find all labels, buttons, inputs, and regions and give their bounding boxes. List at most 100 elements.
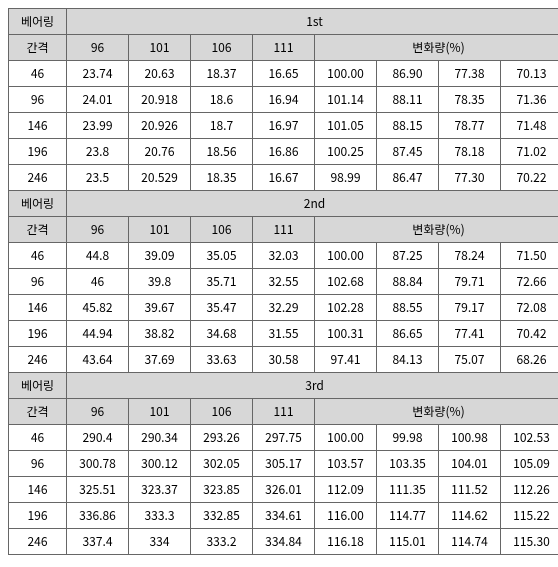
value-cell: 332.85 — [191, 503, 253, 529]
table-row: 196336.86333.3332.85334.61116.00114.7711… — [9, 503, 558, 529]
value-cell: 326.01 — [253, 477, 315, 503]
value-cell: 23.8 — [67, 139, 129, 165]
pct-cell: 72.08 — [501, 295, 558, 321]
pct-cell: 100.00 — [315, 425, 377, 451]
pct-cell: 77.41 — [439, 321, 501, 347]
row-key: 46 — [9, 243, 67, 269]
row-header-top: 베어링 — [9, 373, 67, 399]
pct-cell: 111.35 — [377, 477, 439, 503]
pct-cell: 111.52 — [439, 477, 501, 503]
row-key: 196 — [9, 321, 67, 347]
pct-cell: 104.01 — [439, 451, 501, 477]
row-key: 96 — [9, 451, 67, 477]
table-row: 96300.78300.12302.05305.17103.57103.3510… — [9, 451, 558, 477]
table-row: 4623.7420.6318.3716.65100.0086.9077.3870… — [9, 61, 558, 87]
value-cell: 23.99 — [67, 113, 129, 139]
pct-cell: 70.22 — [501, 165, 558, 191]
pct-cell: 88.11 — [377, 87, 439, 113]
value-cell: 39.67 — [129, 295, 191, 321]
pct-cell: 114.77 — [377, 503, 439, 529]
row-key: 146 — [9, 295, 67, 321]
change-header: 변화량(%) — [315, 217, 558, 243]
value-cell: 333.3 — [129, 503, 191, 529]
value-cell: 24.01 — [67, 87, 129, 113]
col-header-1: 101 — [129, 217, 191, 243]
value-cell: 334 — [129, 529, 191, 555]
pct-cell: 102.28 — [315, 295, 377, 321]
value-cell: 18.7 — [191, 113, 253, 139]
pct-cell: 100.25 — [315, 139, 377, 165]
value-cell: 20.76 — [129, 139, 191, 165]
pct-cell: 102.68 — [315, 269, 377, 295]
pct-cell: 86.47 — [377, 165, 439, 191]
table-row: 46290.4290.34293.26297.75100.0099.98100.… — [9, 425, 558, 451]
pct-cell: 112.09 — [315, 477, 377, 503]
value-cell: 20.918 — [129, 87, 191, 113]
pct-cell: 71.48 — [501, 113, 558, 139]
value-cell: 333.2 — [191, 529, 253, 555]
value-cell: 334.84 — [253, 529, 315, 555]
pct-cell: 102.53 — [501, 425, 558, 451]
pct-cell: 86.65 — [377, 321, 439, 347]
row-header-top: 베어링 — [9, 9, 67, 35]
pct-cell: 88.55 — [377, 295, 439, 321]
value-cell: 23.74 — [67, 61, 129, 87]
table-row: 19623.820.7618.5616.86100.2587.4578.1871… — [9, 139, 558, 165]
value-cell: 32.03 — [253, 243, 315, 269]
value-cell: 336.86 — [67, 503, 129, 529]
table-row: 19644.9438.8234.6831.55100.3186.6577.417… — [9, 321, 558, 347]
value-cell: 337.4 — [67, 529, 129, 555]
pct-cell: 68.26 — [501, 347, 558, 373]
col-header-3: 111 — [253, 399, 315, 425]
value-cell: 18.6 — [191, 87, 253, 113]
row-header-bottom: 간격 — [9, 399, 67, 425]
section-title: 2nd — [67, 191, 558, 217]
pct-cell: 78.18 — [439, 139, 501, 165]
value-cell: 325.51 — [67, 477, 129, 503]
value-cell: 16.67 — [253, 165, 315, 191]
value-cell: 35.47 — [191, 295, 253, 321]
value-cell: 20.926 — [129, 113, 191, 139]
pct-cell: 114.74 — [439, 529, 501, 555]
value-cell: 33.63 — [191, 347, 253, 373]
col-header-2: 106 — [191, 399, 253, 425]
pct-cell: 97.41 — [315, 347, 377, 373]
value-cell: 38.82 — [129, 321, 191, 347]
value-cell: 43.64 — [67, 347, 129, 373]
col-header-2: 106 — [191, 217, 253, 243]
pct-cell: 87.25 — [377, 243, 439, 269]
value-cell: 18.56 — [191, 139, 253, 165]
value-cell: 18.37 — [191, 61, 253, 87]
pct-cell: 70.42 — [501, 321, 558, 347]
row-key: 46 — [9, 425, 67, 451]
value-cell: 46 — [67, 269, 129, 295]
pct-cell: 77.38 — [439, 61, 501, 87]
value-cell: 300.12 — [129, 451, 191, 477]
value-cell: 20.63 — [129, 61, 191, 87]
pct-cell: 100.00 — [315, 243, 377, 269]
col-header-2: 106 — [191, 35, 253, 61]
value-cell: 290.4 — [67, 425, 129, 451]
pct-cell: 71.50 — [501, 243, 558, 269]
pct-cell: 100.98 — [439, 425, 501, 451]
value-cell: 16.65 — [253, 61, 315, 87]
pct-cell: 72.66 — [501, 269, 558, 295]
value-cell: 39.8 — [129, 269, 191, 295]
pct-cell: 79.17 — [439, 295, 501, 321]
value-cell: 23.5 — [67, 165, 129, 191]
value-cell: 34.68 — [191, 321, 253, 347]
pct-cell: 86.90 — [377, 61, 439, 87]
pct-cell: 78.24 — [439, 243, 501, 269]
row-key: 96 — [9, 269, 67, 295]
value-cell: 290.34 — [129, 425, 191, 451]
pct-cell: 101.14 — [315, 87, 377, 113]
pct-cell: 78.77 — [439, 113, 501, 139]
table-row: 9624.0120.91818.616.94101.1488.1178.3571… — [9, 87, 558, 113]
row-header-bottom: 간격 — [9, 217, 67, 243]
table-row: 146325.51323.37323.85326.01112.09111.351… — [9, 477, 558, 503]
row-key: 46 — [9, 61, 67, 87]
table-row: 24643.6437.6933.6330.5897.4184.1375.0768… — [9, 347, 558, 373]
pct-cell: 115.30 — [501, 529, 558, 555]
value-cell: 20.529 — [129, 165, 191, 191]
value-cell: 16.97 — [253, 113, 315, 139]
